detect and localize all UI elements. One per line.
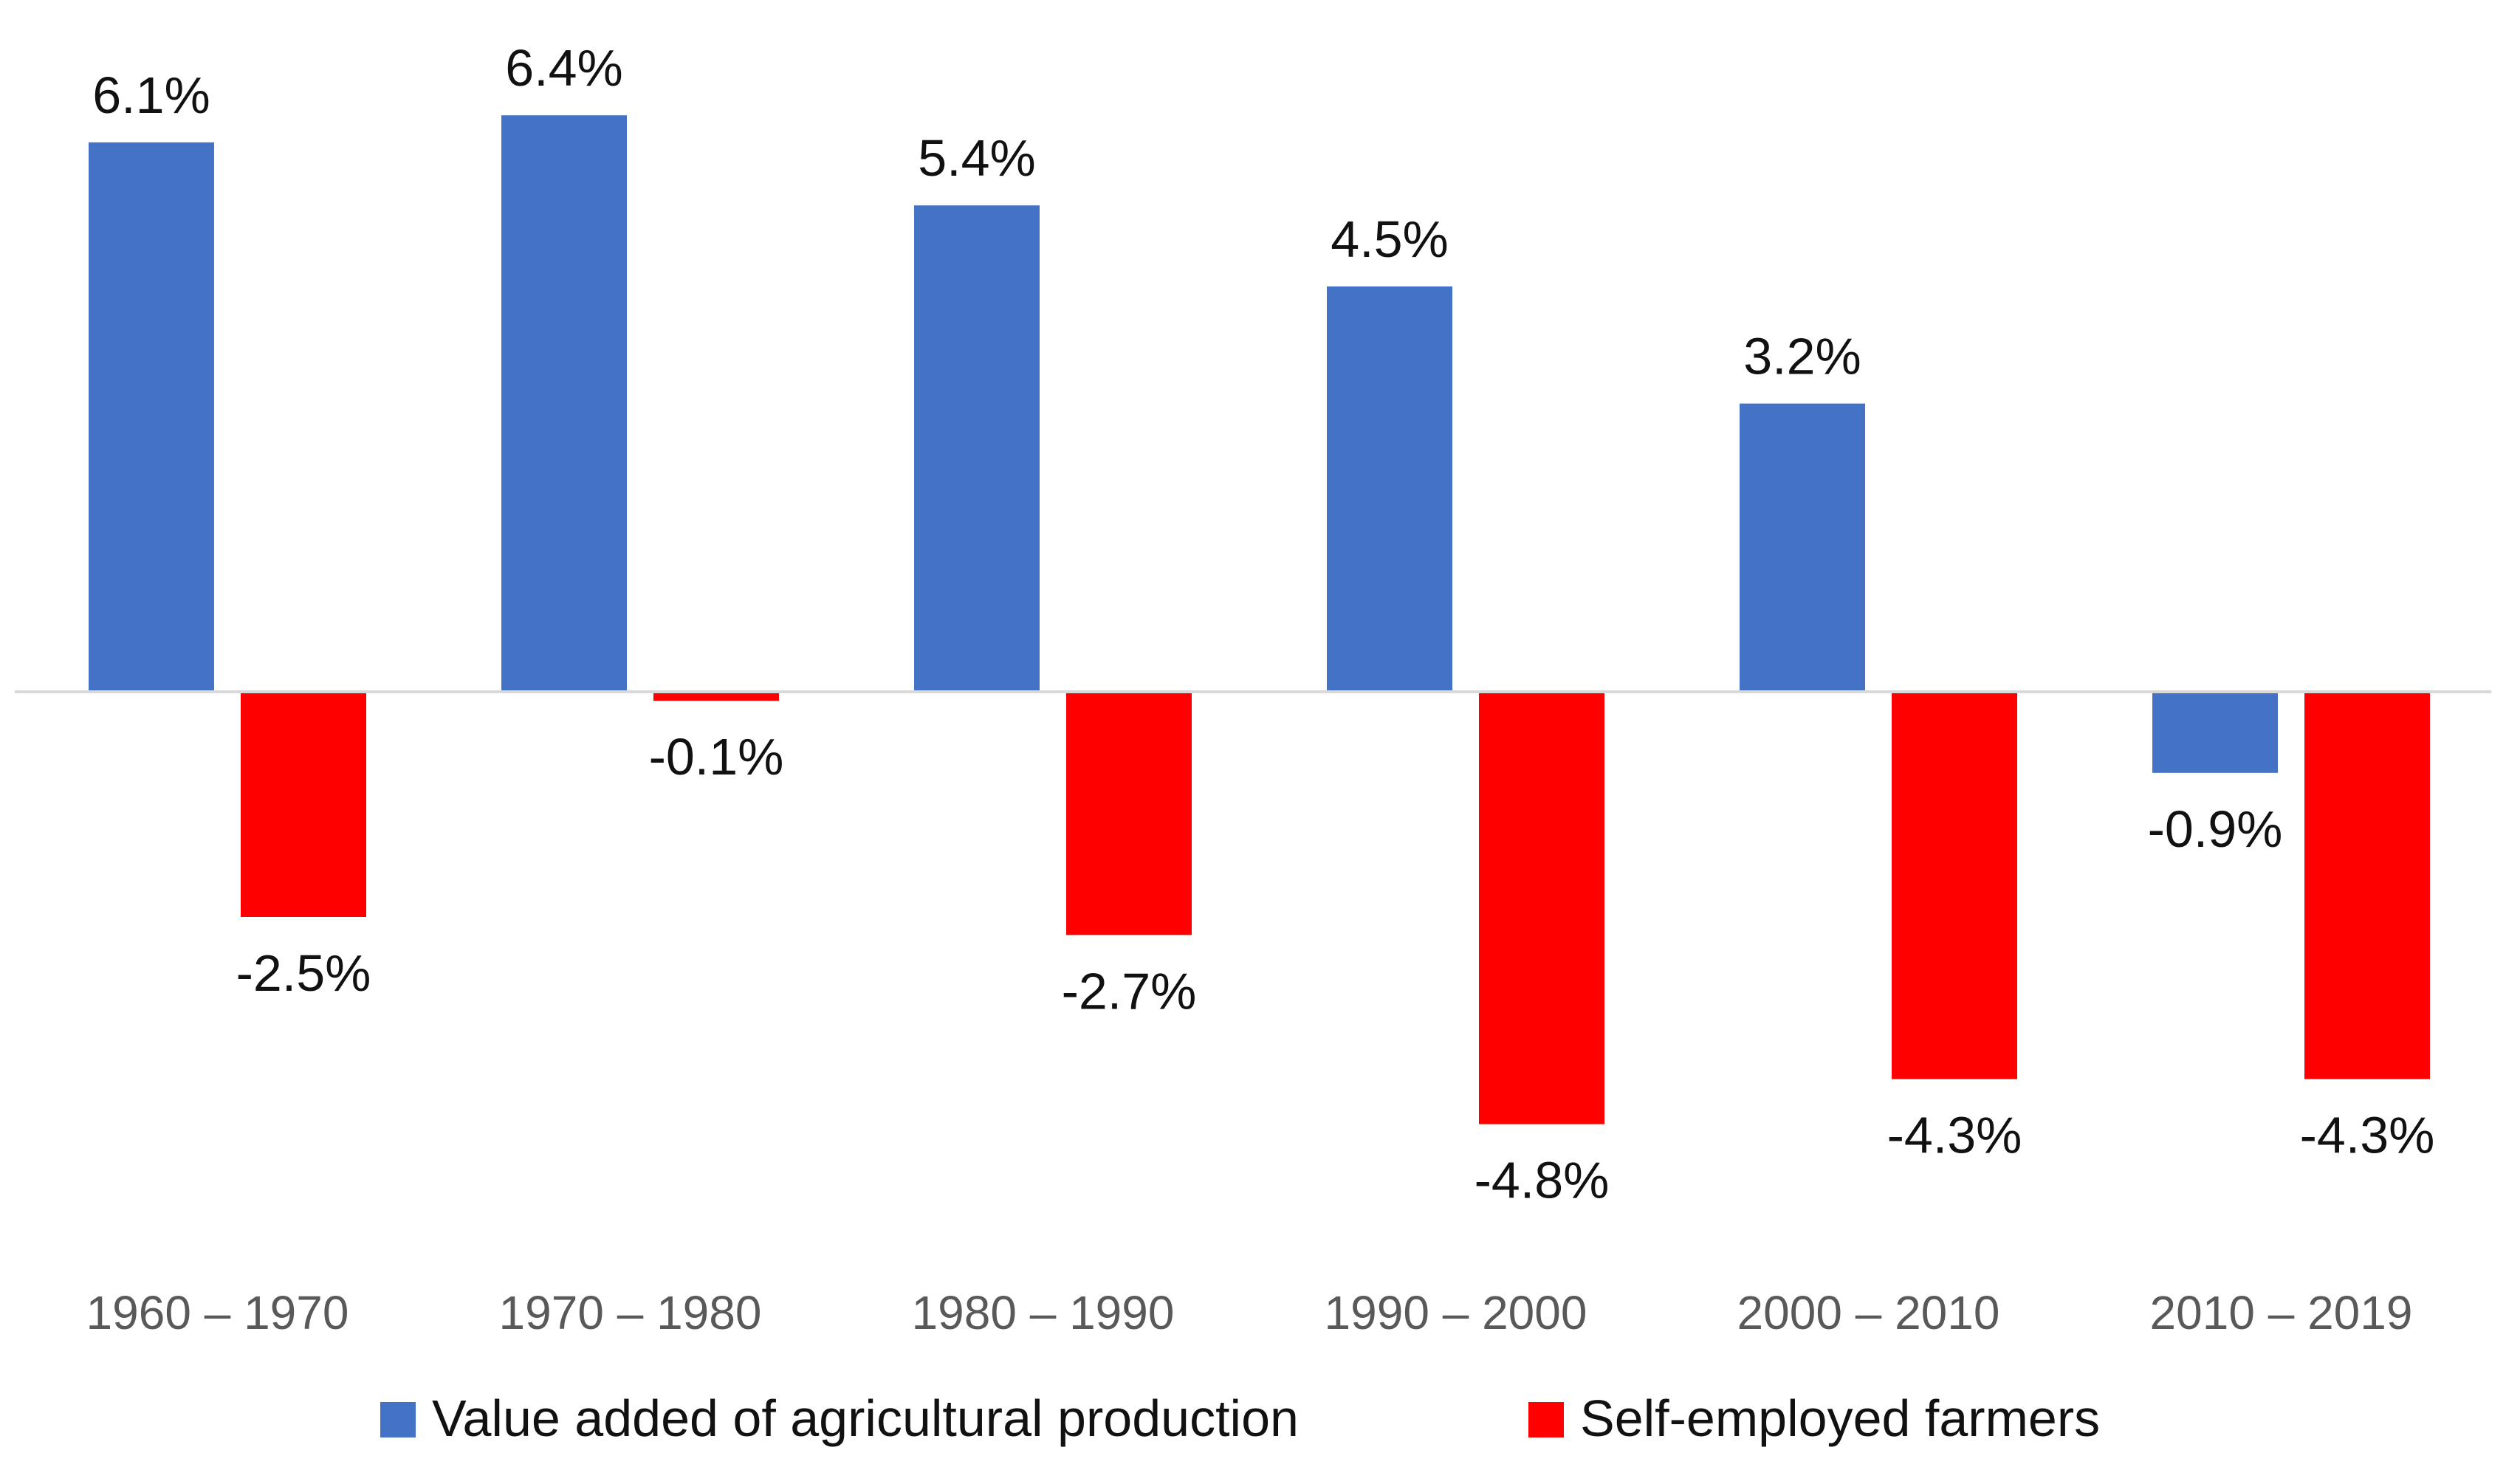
data-label-series-2-1: -0.1% <box>649 728 784 786</box>
data-label-series-1-5: -0.9% <box>2148 800 2283 858</box>
bar-series-2-3 <box>1479 692 1604 1124</box>
bar-series-1-1 <box>501 115 627 692</box>
data-label-series-1-0: 6.1% <box>92 66 210 124</box>
legend: Value added of agricultural production Se… <box>380 1389 2100 1447</box>
data-label-series-1-1: 6.4% <box>505 39 623 97</box>
x-tick-label-5: 2010 – 2019 <box>2150 1286 2413 1339</box>
data-label-series-2-3: -4.8% <box>1475 1152 1610 1209</box>
x-tick-label-0: 1960 – 1970 <box>86 1286 349 1339</box>
bar-series-2-4 <box>1892 692 2017 1079</box>
bar-series-2-5 <box>2304 692 2430 1079</box>
data-label-series-1-4: 3.2% <box>1743 328 1861 385</box>
bar-series-1-0 <box>89 142 214 693</box>
data-label-series-2-4: -4.3% <box>1887 1107 2022 1164</box>
legend-swatch-series-2 <box>1528 1402 1564 1437</box>
data-label-series-1-2: 5.4% <box>918 129 1036 187</box>
data-label-series-2-2: -2.7% <box>1062 962 1197 1020</box>
legend-label-series-2: Self-employed farmers <box>1580 1389 2100 1447</box>
bar-series-1-5 <box>2152 692 2278 773</box>
bar-series-2-0 <box>241 692 366 917</box>
data-label-series-2-0: -2.5% <box>236 944 371 1002</box>
data-labels-layer: 6.1% -2.5% 6.4% -0.1% 5.4% -2.7% 4.5% -4.8% 3.2%… <box>92 39 2434 1209</box>
bar-series-1-3 <box>1327 286 1452 692</box>
legend-label-series-1: Value added of agricultural production <box>432 1389 1299 1447</box>
bar-series-2-1 <box>653 692 779 701</box>
x-tick-label-3: 1990 – 2000 <box>1325 1286 1587 1339</box>
x-tick-label-2: 1980 – 1990 <box>912 1286 1175 1339</box>
data-label-series-1-3: 4.5% <box>1331 210 1449 268</box>
legend-swatch-series-1 <box>380 1402 416 1437</box>
bar-series-2-2 <box>1066 692 1192 935</box>
bars-layer <box>89 115 2430 1124</box>
x-tick-label-4: 2000 – 2010 <box>1737 1286 2000 1339</box>
x-axis-tick-labels: 1960 – 1970 1970 – 1980 1980 – 1990 1990 – … <box>86 1286 2413 1339</box>
bar-series-1-2 <box>914 205 1040 692</box>
bar-series-1-4 <box>1740 403 1865 692</box>
x-tick-label-1: 1970 – 1980 <box>499 1286 762 1339</box>
data-label-series-2-5: -4.3% <box>2300 1107 2435 1164</box>
